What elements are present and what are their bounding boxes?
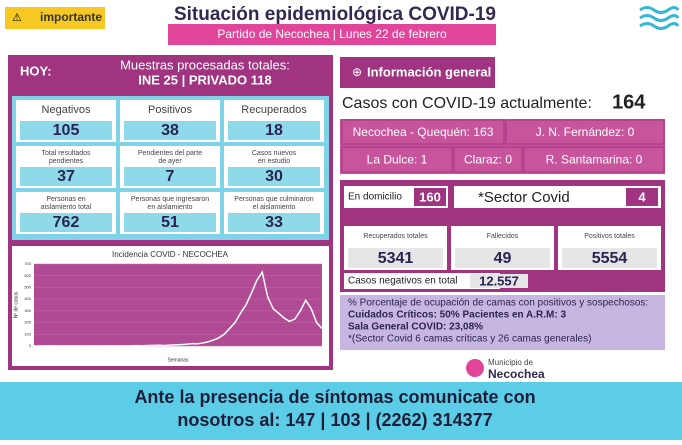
footer-line: nosotros al: 147 | 103 | (2262) 314377 (177, 410, 492, 430)
y-axis-label: Nº de casos (13, 291, 19, 318)
negatives-value-bg (470, 274, 528, 288)
cell-label: Casos nuevos en estudio (252, 150, 297, 165)
waves-icon (639, 6, 680, 30)
logo-icon (466, 359, 484, 377)
sector-value: 4 (638, 189, 646, 204)
cell-label: Personas en aislamiento total (41, 196, 92, 211)
subtitle-bar (168, 24, 496, 45)
negatives-value: 12.557 (479, 273, 519, 288)
y-tick-label: 500 (24, 284, 31, 289)
y-tick-label: 400 (24, 296, 31, 301)
cell-value: 18 (265, 122, 283, 139)
y-tick-label: 300 (24, 308, 31, 313)
total-value-bg (455, 248, 550, 268)
total-value: 5341 (378, 250, 414, 267)
domicilio-value: 160 (419, 189, 441, 204)
x-axis-label: Semanas (167, 357, 189, 363)
locality: Necochea - Quequén: 163 (353, 125, 494, 139)
cell-value: 37 (57, 168, 75, 185)
y-tick-label: 200 (24, 320, 31, 325)
locality-cell (341, 146, 453, 173)
plot-area (34, 264, 322, 346)
cell-label: Pendientes del parte de ayer (138, 150, 202, 165)
info-icon: ⊕ (352, 65, 362, 79)
beds-line: Cuidados Críticos: 50% Pacientes en A.R.… (348, 310, 566, 321)
cell-value-bg (124, 213, 216, 232)
current-label: Casos con COVID-19 actualmente: (342, 95, 592, 112)
cell-label: Recuperados (241, 104, 307, 116)
locality-cell (453, 146, 523, 173)
cell-value: 105 (53, 122, 80, 139)
samples-title: Muestras procesadas totales: (120, 57, 290, 72)
samples: INE 25 | PRIVADO 118 (138, 72, 271, 87)
badge-icon: ⚠ (12, 12, 22, 24)
cell-value-bg (20, 121, 112, 140)
hoy-label: HOY: (20, 63, 52, 78)
title: Situación epidemiológica COVID-19 (174, 4, 496, 25)
cell-value: 38 (161, 122, 179, 139)
cell-value-bg (228, 167, 320, 186)
locality: J. N. Fernández: 0 (536, 125, 635, 139)
footer-bar (0, 382, 682, 440)
total-value-bg (348, 248, 443, 268)
cell-value-bg (20, 167, 112, 186)
domicilio-label: En domicilio (348, 192, 402, 203)
total-label: Recuperados totales (363, 233, 428, 240)
y-tick-label: 700 (24, 261, 31, 266)
negatives-box (344, 273, 500, 289)
cell-label: Positivos (148, 104, 193, 116)
cell-value: 7 (166, 168, 175, 185)
info-header-bar (340, 57, 495, 88)
cell-label: Negativos (42, 104, 91, 116)
footer-line: Ante la presencia de síntomas comunicate… (134, 387, 535, 407)
cell-value: 30 (265, 168, 283, 185)
line (34, 270, 323, 347)
sector-value-bg (626, 188, 658, 206)
cell-label: Personas que culminaron el aislamiento (234, 196, 313, 211)
domicilio-value-bg (414, 188, 446, 206)
y-tick-label: 0 (29, 343, 32, 348)
total-label: Positivos totales (584, 233, 635, 240)
logo: Necochea (488, 367, 545, 381)
cell-value-bg (124, 121, 216, 140)
cell-label: Personas que ingresaron en aislamiento (131, 196, 209, 211)
sector-box (454, 186, 661, 208)
logo-small: Municipio de (488, 358, 533, 367)
cell-value-bg (228, 213, 320, 232)
cell-value-bg (124, 167, 216, 186)
badge (5, 7, 105, 29)
cell-value: 51 (161, 214, 179, 231)
total-label: Fallecidos (487, 233, 519, 240)
y-tick-label: 100 (24, 331, 31, 336)
total-value: 5554 (592, 250, 628, 267)
negatives-label: Casos negativos en total (348, 276, 458, 287)
locality: Claraz: 0 (464, 153, 512, 167)
cell-value: 762 (53, 214, 80, 231)
current-value: 164 (612, 91, 646, 113)
chart-title: Incidencia COVID - NECOCHEA (112, 250, 229, 259)
locality: R. Santamarina: 0 (546, 153, 643, 167)
cell-value: 33 (265, 214, 283, 231)
locality-cell (505, 119, 665, 145)
total-value-bg (562, 248, 657, 268)
y-tick-label: 600 (24, 273, 31, 278)
beds-line: % Porcentaje de ocupación de camas con p… (348, 298, 648, 309)
subtitle: Partido de Necochea | Lunes 22 de febrer… (217, 27, 447, 41)
info-header: Información general (367, 64, 491, 79)
beds-panel (340, 295, 665, 350)
cell-value-bg (228, 121, 320, 140)
beds-line: *(Sector Covid 6 camas críticas y 26 cam… (348, 334, 591, 345)
badge-text: importante (40, 10, 102, 24)
sector-label: *Sector Covid (478, 189, 570, 206)
cell-label: Total resultados pendientes (41, 150, 91, 165)
locality-cell (341, 119, 505, 145)
locality: La Dulce: 1 (367, 153, 428, 167)
beds-line: Sala General COVID: 23,08% (348, 322, 483, 333)
cell-value-bg (20, 213, 112, 232)
locality-cell (523, 146, 665, 173)
total-value: 49 (494, 250, 512, 267)
